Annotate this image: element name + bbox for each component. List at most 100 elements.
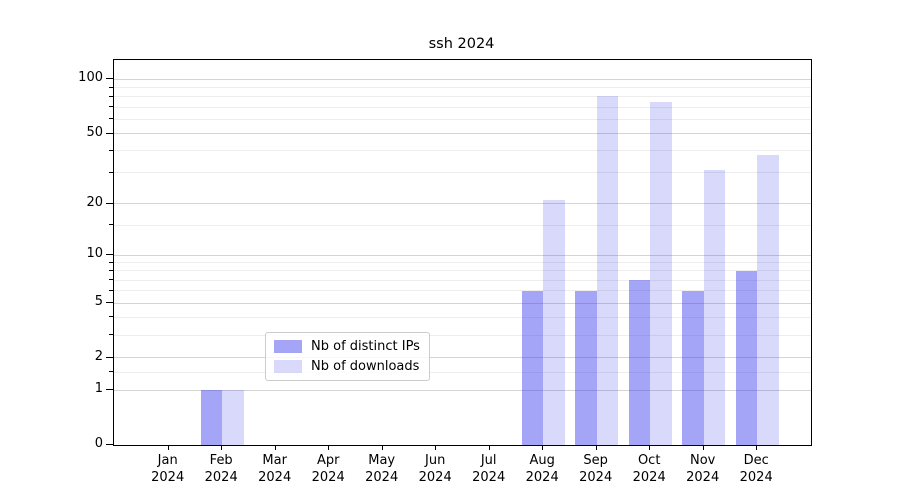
x-tick-year: 2024 — [525, 470, 559, 485]
x-tick-label: Feb 2024 — [193, 452, 249, 486]
plot-area — [113, 59, 812, 446]
bar-downloads-sep — [596, 95, 619, 445]
y-minor-tick — [109, 224, 113, 226]
x-tick-label: Apr 2024 — [300, 452, 356, 486]
legend-swatch-distinct-ips — [274, 340, 302, 353]
y-tick-label: 10 — [86, 246, 103, 262]
x-tick-label: Sep 2024 — [568, 452, 624, 486]
y-gridline-minor — [114, 224, 811, 226]
y-tick — [106, 389, 113, 391]
bar-distinct-ips-nov — [682, 290, 704, 445]
x-tick-year: 2024 — [686, 470, 720, 485]
y-tick-label: 1 — [94, 381, 103, 397]
bar-distinct-ips-oct — [628, 280, 651, 445]
legend: Nb of distinct IPs Nb of downloads — [265, 332, 430, 381]
y-minor-tick — [109, 269, 113, 271]
x-tick-label: Nov 2024 — [675, 452, 731, 486]
y-gridline-minor — [114, 106, 811, 108]
y-tick — [106, 356, 113, 358]
x-tick — [702, 445, 704, 450]
bar-downloads-nov — [703, 170, 726, 445]
y-tick — [106, 202, 113, 204]
y-gridline-minor — [114, 316, 811, 318]
x-tick-label: May 2024 — [354, 452, 410, 486]
y-tick — [106, 444, 113, 445]
x-tick — [221, 445, 223, 450]
y-tick — [106, 132, 113, 134]
x-tick — [328, 445, 330, 450]
bar-downloads-oct — [650, 101, 672, 445]
x-tick-year: 2024 — [418, 470, 452, 485]
y-gridline-minor — [114, 96, 811, 98]
x-tick — [488, 445, 490, 450]
y-tick-label: 100 — [78, 70, 103, 86]
y-minor-tick — [109, 261, 113, 263]
y-tick-label: 2 — [94, 348, 103, 364]
x-tick-label: Jun 2024 — [407, 452, 463, 486]
y-gridline-minor — [114, 262, 811, 264]
y-gridline-minor — [114, 172, 811, 174]
x-tick — [542, 445, 544, 450]
y-minor-tick — [109, 334, 113, 336]
y-gridline-major — [114, 133, 811, 135]
x-tick — [756, 445, 758, 450]
x-tick-label: Dec 2024 — [728, 452, 784, 486]
x-tick-year: 2024 — [739, 470, 773, 485]
y-gridline-minor — [114, 118, 811, 120]
y-tick — [106, 302, 113, 304]
y-minor-tick — [109, 95, 113, 97]
x-tick-year: 2024 — [311, 470, 345, 485]
y-minor-tick — [109, 86, 113, 88]
bar-downloads-dec — [757, 154, 779, 445]
y-minor-tick — [109, 279, 113, 281]
x-tick-label: Jan 2024 — [140, 452, 196, 486]
y-tick — [106, 78, 113, 80]
y-gridline-minor — [114, 371, 811, 373]
y-tick-label: 0 — [94, 436, 103, 451]
bar-downloads-feb — [222, 390, 244, 445]
y-minor-tick — [109, 149, 113, 151]
x-tick-label: Oct 2024 — [621, 452, 677, 486]
legend-swatch-downloads — [274, 360, 302, 373]
x-tick-year: 2024 — [258, 470, 292, 485]
x-tick-year: 2024 — [632, 470, 666, 485]
y-minor-tick — [109, 289, 113, 291]
x-tick-year: 2024 — [472, 470, 506, 485]
x-tick-year: 2024 — [204, 470, 238, 485]
bar-distinct-ips-dec — [735, 270, 758, 445]
legend-item-distinct-ips: Nb of distinct IPs — [274, 339, 420, 354]
y-tick-label: 50 — [86, 124, 103, 140]
chart-title: ssh 2024 — [428, 36, 495, 52]
y-minor-tick — [109, 118, 113, 120]
x-tick-year: 2024 — [365, 470, 399, 485]
x-tick — [649, 445, 651, 450]
bar-distinct-ips-sep — [575, 290, 597, 445]
bar-downloads-aug — [543, 200, 565, 445]
y-gridline-minor — [114, 270, 811, 272]
legend-label-distinct-ips: Nb of distinct IPs — [311, 339, 420, 354]
x-tick — [167, 445, 169, 450]
bar-distinct-ips-aug — [521, 290, 544, 445]
y-gridline-major — [114, 78, 811, 80]
x-tick — [274, 445, 276, 450]
x-tick-label: Mar 2024 — [247, 452, 303, 486]
x-tick-label: Jul 2024 — [461, 452, 517, 486]
y-gridline-minor — [114, 290, 811, 292]
y-gridline-major — [114, 254, 811, 256]
y-gridline-major — [114, 389, 811, 391]
y-minor-tick — [109, 106, 113, 108]
x-tick-year: 2024 — [151, 470, 185, 485]
legend-label-downloads: Nb of downloads — [311, 359, 420, 374]
y-minor-tick — [109, 371, 113, 373]
y-gridline-major — [114, 357, 811, 359]
y-gridline-minor — [114, 87, 811, 89]
x-tick-label: Aug 2024 — [514, 452, 570, 486]
x-tick — [381, 445, 383, 450]
y-gridline-minor — [114, 334, 811, 336]
bar-distinct-ips-feb — [200, 390, 223, 445]
y-gridline-major — [114, 203, 811, 205]
y-gridline-minor — [114, 150, 811, 152]
legend-item-downloads: Nb of downloads — [274, 359, 420, 374]
y-tick-label: 5 — [94, 294, 103, 310]
y-minor-tick — [109, 316, 113, 318]
